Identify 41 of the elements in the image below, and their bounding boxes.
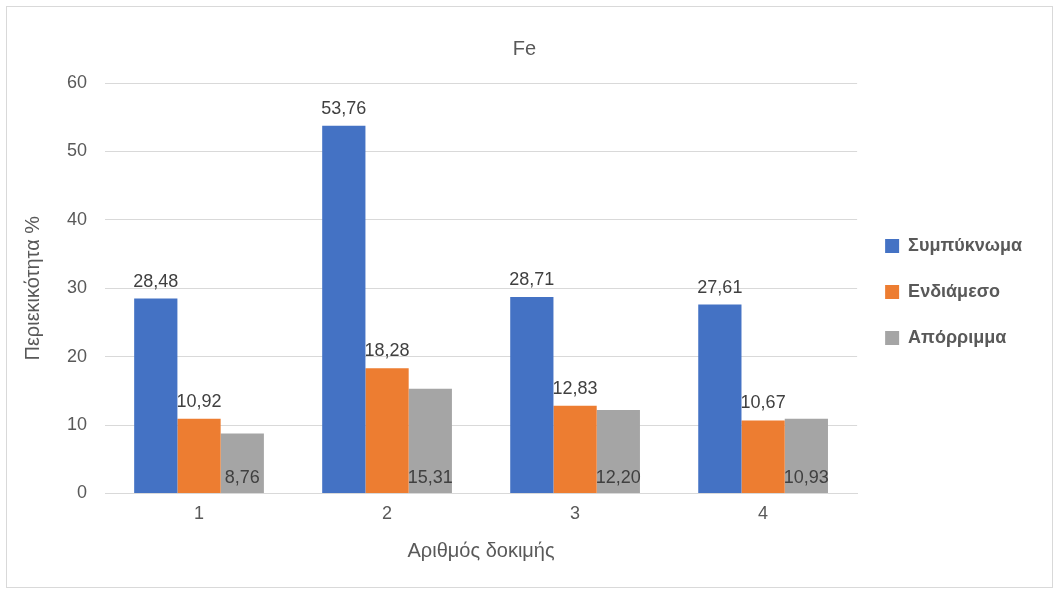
x-tick-label: 2 — [382, 503, 393, 524]
legend-label: Απόρριμμα — [908, 326, 1007, 347]
bar — [177, 418, 221, 493]
bar — [365, 368, 409, 493]
bar — [408, 388, 452, 493]
data-label: 28,48 — [133, 270, 179, 291]
bar — [220, 433, 264, 493]
y-tick-label: 20 — [66, 345, 88, 366]
y-tick-label: 30 — [66, 277, 88, 298]
data-label: 10,67 — [740, 392, 786, 413]
data-label: 10,92 — [176, 390, 222, 411]
bar — [134, 298, 178, 493]
data-label: 12,83 — [552, 377, 598, 398]
x-tick-label: 4 — [758, 503, 769, 524]
data-label: 10,93 — [783, 466, 829, 487]
data-label: 18,28 — [364, 340, 410, 361]
y-tick-label: 40 — [66, 208, 88, 229]
bar — [510, 297, 554, 493]
data-label: 28,71 — [509, 268, 555, 289]
bar — [553, 405, 597, 493]
bar — [322, 125, 366, 493]
bar — [784, 418, 828, 493]
legend-label: Ενδιάμεσο — [908, 280, 1000, 301]
data-label: 27,61 — [697, 276, 743, 297]
y-tick-label: 60 — [66, 71, 88, 92]
x-tick-label: 1 — [194, 503, 205, 524]
y-tick-label: 10 — [66, 413, 88, 434]
y-tick-label: 50 — [66, 140, 88, 161]
data-label: 15,31 — [407, 466, 453, 487]
x-axis-title: Αριθμός δοκιμής — [407, 538, 555, 561]
bar — [596, 409, 640, 493]
x-tick-label: 3 — [570, 503, 581, 524]
bar — [741, 420, 785, 493]
y-tick-label: 0 — [77, 482, 88, 503]
data-label: 8,76 — [224, 466, 260, 487]
legend-label: Συμπύκνωμα — [908, 234, 1023, 255]
chart-title: Fe — [512, 36, 537, 59]
bar — [698, 304, 742, 493]
data-label: 12,20 — [595, 466, 641, 487]
y-axis-title: Περιεκικότητα % — [20, 215, 43, 361]
data-label: 53,76 — [321, 97, 367, 118]
